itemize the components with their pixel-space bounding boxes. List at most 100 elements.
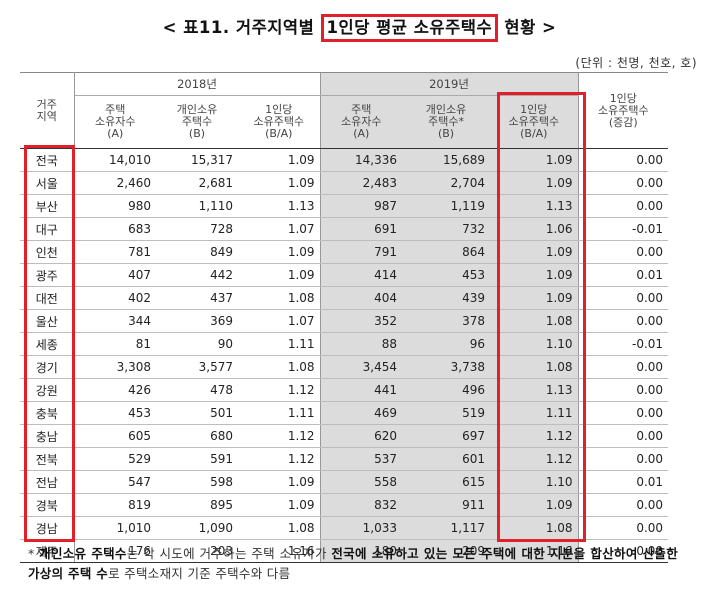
region-cell: 경남 <box>20 516 75 540</box>
value-cell-b19: 1,119 <box>402 194 491 218</box>
value-cell-a18: 605 <box>74 424 156 448</box>
title-suffix: 현황 > <box>498 18 557 37</box>
value-cell-chg: 0.00 <box>577 148 669 172</box>
region-cell: 충북 <box>20 401 75 425</box>
value-cell-chg: 0.00 <box>577 309 669 333</box>
value-cell-a18: 81 <box>74 332 156 356</box>
value-cell-b19: 3,738 <box>402 355 491 379</box>
region-cell: 서울 <box>20 171 75 195</box>
table-row: 부산 980 1,110 1.13 987 1,119 1.13 0.00 <box>20 194 669 218</box>
table-row: 경기 3,308 3,577 1.08 3,454 3,738 1.08 0.00 <box>20 355 669 379</box>
table-row: 경북 819 895 1.09 832 911 1.09 0.00 <box>20 493 669 517</box>
value-cell-r19: 1.12 <box>490 447 579 471</box>
table-row: 인천 781 849 1.09 791 864 1.09 0.00 <box>20 240 669 264</box>
value-cell-a19: 469 <box>319 401 403 425</box>
value-cell-b18: 3,577 <box>156 355 238 379</box>
value-cell-a18: 3,308 <box>74 355 156 379</box>
value-cell-r19: 1.09 <box>490 493 579 517</box>
header-owners-2018: 주택 소유자수 (A) <box>74 95 156 149</box>
value-cell-chg: 0.00 <box>577 516 669 540</box>
footnote: * 개인소유 주택수는 각 시도에 거주하는 주택 소유자가 전국에 소유하고 … <box>28 546 678 581</box>
footnote-term: 개인소유 주택수 <box>39 546 127 561</box>
table-row: 전북 529 591 1.12 537 601 1.12 0.00 <box>20 447 669 471</box>
table-row: 충북 453 501 1.11 469 519 1.11 0.00 <box>20 401 669 425</box>
unit-label: (단위 : 천명, 천호, 호) <box>575 56 697 70</box>
table-row: 울산 344 369 1.07 352 378 1.08 0.00 <box>20 309 669 333</box>
value-cell-r18: 1.12 <box>238 447 321 471</box>
value-cell-b19: 15,689 <box>402 148 491 172</box>
value-cell-r18: 1.12 <box>238 378 321 402</box>
table-row: 제주 176 203 1.16 180 209 1.16 0.00 <box>20 539 669 563</box>
header-ratio-2019: 1인당 소유주택수 (B/A) <box>490 95 579 149</box>
value-cell-a18: 980 <box>74 194 156 218</box>
value-cell-a18: 453 <box>74 401 156 425</box>
header-2018: 2018년 <box>74 72 321 96</box>
value-cell-r18: 1.08 <box>238 516 321 540</box>
value-cell-r19: 1.11 <box>490 401 579 425</box>
value-cell-a19: 414 <box>319 263 403 287</box>
value-cell-b18: 437 <box>156 286 238 310</box>
value-cell-b19: 453 <box>402 263 491 287</box>
table-row: 세종 81 90 1.11 88 96 1.10 -0.01 <box>20 332 669 356</box>
value-cell-b19: 601 <box>402 447 491 471</box>
value-cell-a19: 14,336 <box>319 148 403 172</box>
value-cell-b19: 697 <box>402 424 491 448</box>
value-cell-b19: 209 <box>402 539 491 563</box>
value-cell-a18: 547 <box>74 470 156 494</box>
value-cell-r18: 1.11 <box>238 401 321 425</box>
value-cell-a18: 2,460 <box>74 171 156 195</box>
value-cell-a19: 352 <box>319 309 403 333</box>
value-cell-r18: 1.08 <box>238 286 321 310</box>
region-cell: 광주 <box>20 263 75 287</box>
value-cell-a19: 2,483 <box>319 171 403 195</box>
value-cell-r18: 1.09 <box>238 148 321 172</box>
value-cell-r18: 1.09 <box>238 171 321 195</box>
header-houses-2018: 개인소유 주택수 (B) <box>156 95 238 149</box>
header-region: 거주 지역 <box>20 72 75 149</box>
value-cell-r18: 1.07 <box>238 309 321 333</box>
region-cell: 대전 <box>20 286 75 310</box>
value-cell-r19: 1.10 <box>490 470 579 494</box>
region-cell: 전국 <box>20 148 75 172</box>
value-cell-b19: 1,117 <box>402 516 491 540</box>
value-cell-a19: 180 <box>319 539 403 563</box>
table-row: 경남 1,010 1,090 1.08 1,033 1,117 1.08 0.00 <box>20 516 669 540</box>
region-cell: 대구 <box>20 217 75 241</box>
value-cell-chg: 0.01 <box>577 470 669 494</box>
value-cell-r19: 1.13 <box>490 194 579 218</box>
title-prefix: < 표11. 거주지역별 <box>162 18 321 37</box>
value-cell-b18: 501 <box>156 401 238 425</box>
value-cell-chg: 0.00 <box>577 194 669 218</box>
value-cell-a18: 683 <box>74 217 156 241</box>
table-row: 충남 605 680 1.12 620 697 1.12 0.00 <box>20 424 669 448</box>
region-cell: 경북 <box>20 493 75 517</box>
value-cell-b19: 439 <box>402 286 491 310</box>
region-cell: 세종 <box>20 332 75 356</box>
value-cell-r18: 1.11 <box>238 332 321 356</box>
value-cell-b18: 598 <box>156 470 238 494</box>
value-cell-chg: 0.00 <box>577 378 669 402</box>
table-row: 전국 14,010 15,317 1.09 14,336 15,689 1.09 0.00 <box>20 148 669 172</box>
value-cell-r19: 1.09 <box>490 171 579 195</box>
value-cell-a19: 88 <box>319 332 403 356</box>
table-row: 강원 426 478 1.12 441 496 1.13 0.00 <box>20 378 669 402</box>
value-cell-r18: 1.16 <box>238 539 321 563</box>
value-cell-b19: 615 <box>402 470 491 494</box>
header-owners-2019: 주택 소유자수 (A) <box>319 95 403 149</box>
footnote-emphasis: 전국에 소유하고 있는 모든 주택에 대한 지분을 합산하여 산출한 가상의 주… <box>28 546 678 581</box>
value-cell-b18: 591 <box>156 447 238 471</box>
value-cell-r19: 1.12 <box>490 424 579 448</box>
value-cell-r18: 1.09 <box>238 470 321 494</box>
value-cell-chg: 0.00 <box>577 401 669 425</box>
value-cell-chg: -0.01 <box>577 217 669 241</box>
value-cell-a18: 426 <box>74 378 156 402</box>
value-cell-b18: 369 <box>156 309 238 333</box>
value-cell-b19: 96 <box>402 332 491 356</box>
table-row: 대전 402 437 1.08 404 439 1.09 0.00 <box>20 286 669 310</box>
value-cell-r18: 1.09 <box>238 493 321 517</box>
value-cell-a19: 1,033 <box>319 516 403 540</box>
value-cell-r19: 1.09 <box>490 148 579 172</box>
value-cell-b18: 478 <box>156 378 238 402</box>
value-cell-a19: 558 <box>319 470 403 494</box>
value-cell-r18: 1.08 <box>238 355 321 379</box>
